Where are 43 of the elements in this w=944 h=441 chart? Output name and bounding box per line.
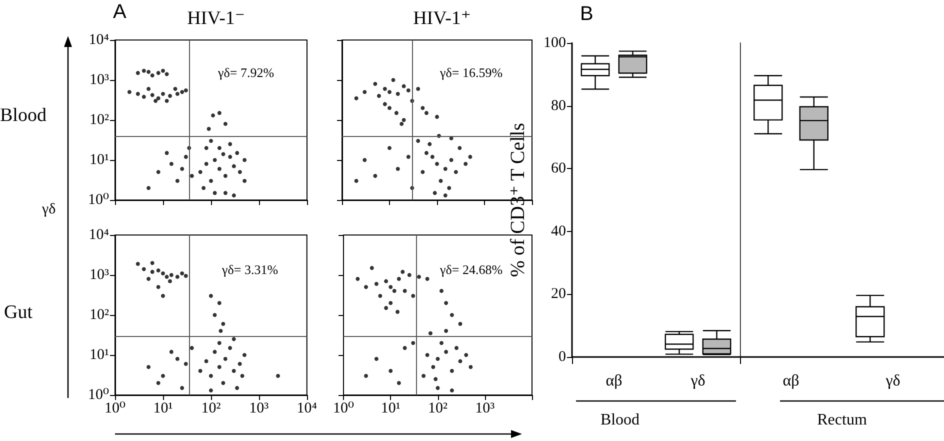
x-tick-label: 10⁰ [104,400,126,416]
x-tick-label: 10³ [475,400,496,416]
y-tick-label: 100 [544,35,566,51]
text: Gut [4,302,34,323]
y-tick-label: 10³ [90,267,110,283]
annotation: γδ= 3.31% [221,262,278,277]
y-tick-label: 10⁴ [88,227,109,243]
y-tick-label: 60 [551,160,566,177]
chart-title: HIV-1⁻ [187,8,245,29]
x-tick-label: 10² [428,400,448,416]
y-axis-title: γδ [41,202,56,218]
x-axis-title: Blood [600,412,640,428]
y-tick-label: 10¹ [90,152,109,168]
y-tick-label: 10² [90,112,110,128]
y-tick-label: 10¹ [90,347,109,363]
annotation: γδ= 7.92% [217,65,274,80]
y-tick-label: 80 [551,98,566,114]
x-tick-label: 10⁰ [333,400,354,416]
y-axis-title: % of CD3⁺ T Cells [507,122,529,278]
y-tick-label: 20 [551,286,566,302]
x-tick-label: γδ [690,372,706,390]
text: A [113,1,127,23]
x-axis-title: Rectum [817,412,868,428]
x-tick-label: 10² [201,400,222,416]
y-tick-label: 0 [558,349,566,365]
x-tick-label: 10³ [249,400,270,416]
y-tick-label: 10⁴ [88,32,109,48]
x-tick-label: 10⁴ [296,400,318,416]
x-tick-label: 10¹ [380,400,400,416]
text: Blood [0,105,47,126]
annotation: γδ= 24.68% [439,262,503,277]
x-tick-label: γδ [884,372,900,390]
y-tick-label: 10³ [90,72,110,88]
text: B [580,3,594,25]
y-tick-label: 10⁰ [88,192,109,208]
chart-title: HIV-1⁺ [413,8,471,29]
annotation: γδ= 16.59% [439,65,503,80]
x-tick-label: αβ [606,372,622,390]
x-tick-label: 10¹ [153,400,173,416]
y-tick-label: 10⁰ [88,387,109,403]
y-tick-label: 40 [551,223,566,240]
y-tick-label: 10² [90,307,110,323]
x-tick-label: αβ [782,372,800,390]
